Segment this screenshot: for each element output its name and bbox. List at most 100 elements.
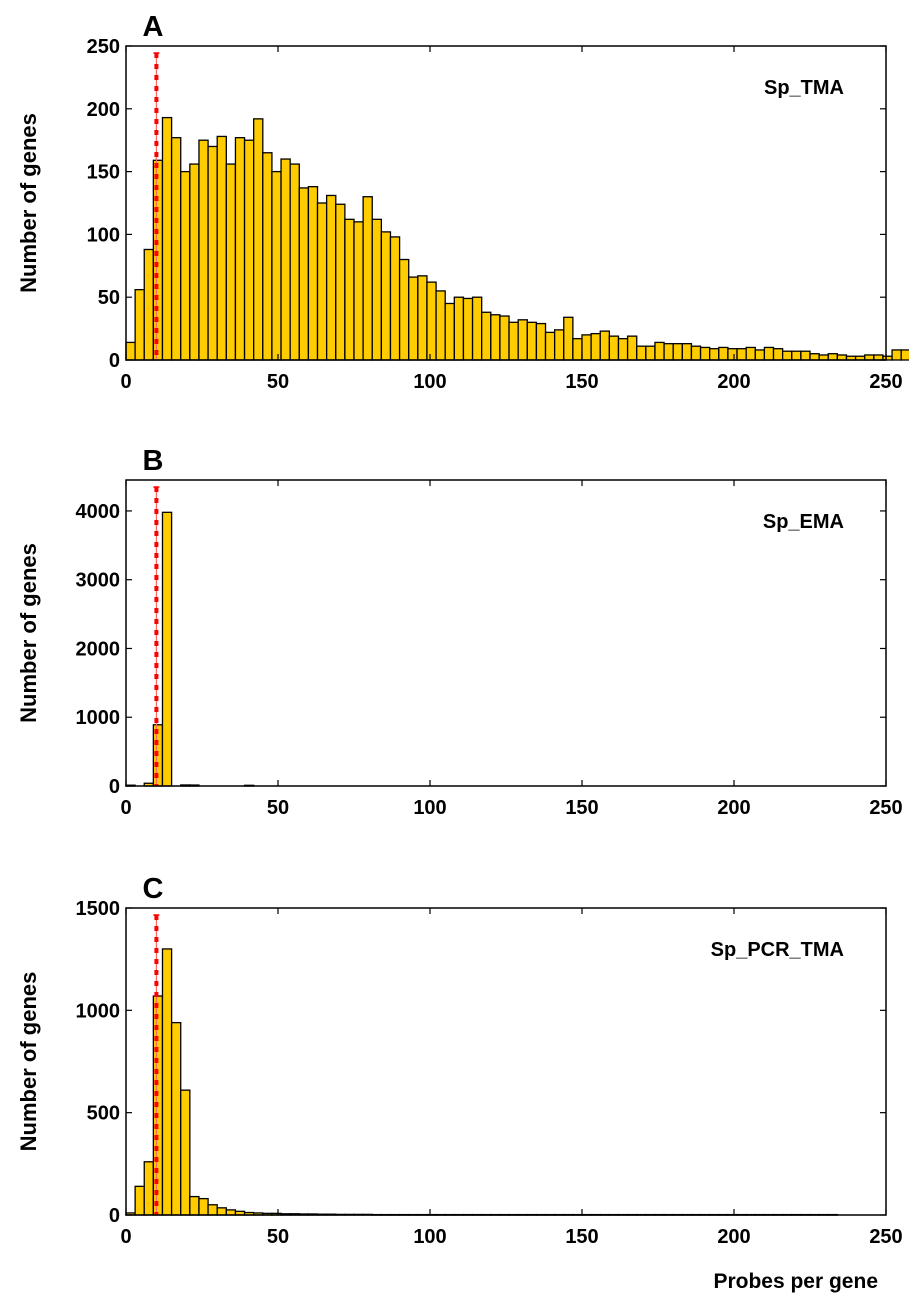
histogram-bar [170, 137, 182, 361]
histogram-bar [280, 158, 291, 361]
x-tick-label: 100 [413, 371, 446, 393]
histogram-bar [681, 343, 693, 361]
histogram-bar [544, 331, 556, 361]
y-tick-label: 50 [98, 287, 120, 309]
histogram-bar [307, 186, 319, 361]
histogram-bar [198, 139, 209, 361]
y-tick-label: 250 [87, 36, 120, 58]
x-tick-label: 100 [413, 797, 446, 819]
histogram-bar [189, 163, 200, 361]
histogram-bar [362, 196, 373, 361]
y-tick-label: 4000 [76, 501, 121, 523]
histogram-bar [517, 319, 528, 361]
histogram-bar [772, 348, 784, 361]
histogram-bar [216, 1207, 227, 1216]
histogram-bar [781, 350, 793, 361]
series-label: Sp_EMA [763, 511, 844, 533]
y-tick-label: 0 [109, 776, 120, 798]
x-tick-label: 100 [413, 1226, 446, 1248]
x-tick-label: 50 [267, 371, 289, 393]
y-tick-label: 1000 [76, 1000, 121, 1022]
histogram-bar [763, 346, 775, 361]
histogram-bar [727, 348, 738, 361]
plot-frame [125, 45, 887, 361]
plot-frame [125, 907, 887, 1216]
x-tick-label: 150 [565, 797, 598, 819]
histogram-bar [690, 345, 702, 361]
histogram-bar [389, 236, 401, 361]
histogram-bar [617, 337, 629, 361]
histogram-bar [818, 354, 829, 361]
x-tick-label: 200 [717, 1226, 750, 1248]
histogram-bar [809, 353, 820, 361]
x-tick-label: 0 [120, 371, 131, 393]
y-tick-label: 1000 [76, 707, 121, 729]
histogram-bar [398, 258, 410, 361]
histogram-bar [672, 343, 683, 361]
histogram-bar [654, 341, 665, 361]
histogram-bar [891, 349, 902, 361]
histogram-bar [663, 343, 674, 361]
histogram-bar [325, 194, 337, 361]
histogram-bar [198, 1197, 209, 1216]
y-tick-label: 0 [109, 350, 120, 372]
histogram-bar [508, 321, 519, 361]
histogram-bar [125, 341, 136, 361]
histogram-bar [553, 329, 565, 361]
x-tick-label: 150 [565, 371, 598, 393]
histogram-bar [143, 1161, 155, 1216]
histogram-bar [745, 346, 756, 361]
histogram-bar [444, 302, 455, 361]
histogram-bar [207, 145, 218, 361]
x-tick-label: 200 [717, 797, 750, 819]
histogram-bar [225, 163, 237, 361]
histogram-bar [380, 231, 392, 361]
histogram-bar [408, 276, 419, 361]
histogram-bar [645, 345, 656, 361]
histogram-bar [344, 218, 355, 361]
histogram-bar [462, 297, 474, 361]
x-tick-label: 250 [869, 797, 902, 819]
y-tick-label: 3000 [76, 570, 121, 592]
histogram-bar [289, 163, 300, 361]
series-label: Sp_PCR_TMA [711, 939, 844, 961]
chart-panel-c: 0 50 100 150 200 250 0 500 1000 1500 C Sp_PCR_TMA Nu… [16, 873, 903, 1248]
histogram-bar [353, 221, 364, 361]
histogram-bar [143, 248, 155, 361]
histogram-bar [800, 350, 811, 361]
histogram-bar [207, 1204, 218, 1216]
histogram-bar [736, 348, 747, 361]
histogram-bar [243, 139, 255, 361]
histogram-bar [170, 1021, 182, 1216]
histogram-bar [335, 203, 346, 361]
histogram-bar [590, 332, 601, 361]
x-tick-label: 0 [120, 1226, 131, 1248]
histogram-bar [262, 152, 273, 361]
histogram-bar [271, 170, 282, 361]
chart-panel-a: 0 50 100 150 200 250 0 50 100 150 200 250 A Sp_TMA Num… [16, 11, 909, 393]
x-tick-label: 50 [267, 797, 289, 819]
x-tick-label: 250 [869, 371, 902, 393]
plot-frame [125, 479, 887, 787]
histogram-bar [435, 290, 446, 361]
series-label: Sp_TMA [764, 77, 844, 99]
histogram-bar [161, 511, 173, 787]
histogram-bar [426, 281, 437, 361]
panel-letter: B [143, 445, 164, 477]
y-tick-label: 1500 [76, 898, 121, 920]
y-tick-label: 200 [87, 99, 120, 121]
histogram-bar [754, 349, 766, 361]
panel-letter: A [143, 11, 164, 43]
histogram-bar [180, 170, 191, 361]
x-tick-label: 50 [267, 1226, 289, 1248]
histogram-bar [253, 118, 264, 361]
histogram-bar [827, 353, 839, 361]
histogram-bar [526, 321, 538, 361]
x-tick-label: 150 [565, 1226, 598, 1248]
histogram-bar [216, 135, 227, 361]
x-tick-label: 0 [120, 797, 131, 819]
histogram-bar [417, 275, 428, 361]
x-tick-label: 200 [717, 371, 750, 393]
